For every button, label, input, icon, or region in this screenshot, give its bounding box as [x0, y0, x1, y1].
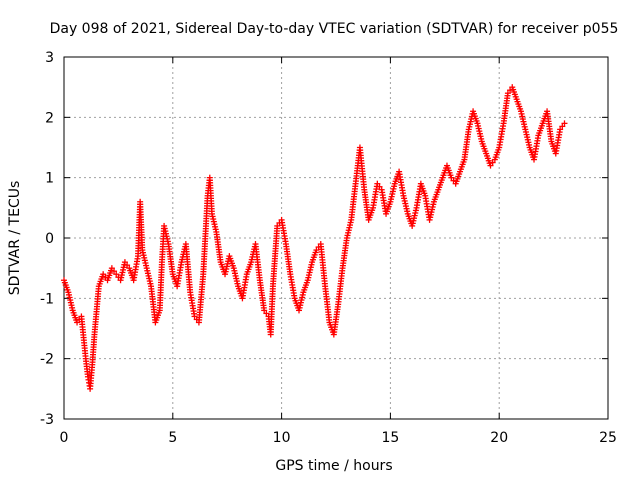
data-point: [108, 265, 115, 272]
data-point: [113, 271, 120, 278]
data-point: [561, 120, 568, 127]
data-point: [557, 126, 564, 133]
x-tick-label: 15: [381, 430, 399, 446]
y-tick-label: -2: [40, 352, 54, 368]
y-tick-labels: -3 -2 -1 0 1 2 3: [40, 50, 54, 428]
data-point: [74, 319, 81, 326]
data-point: [504, 90, 511, 97]
y-axis-label: SDTVAR / TECUs: [7, 181, 23, 296]
y-tick-label: -1: [40, 291, 54, 307]
x-tick-label: 10: [273, 430, 291, 446]
data-point: [100, 271, 107, 278]
data-point: [376, 183, 383, 190]
data-point: [489, 159, 496, 166]
data-marks: [61, 84, 568, 392]
data-point: [487, 162, 494, 169]
data-point: [191, 313, 198, 320]
tick-layer: [63, 56, 609, 420]
data-point: [261, 307, 268, 314]
y-tick-label: -3: [40, 412, 54, 428]
data-point: [559, 123, 566, 130]
data-point: [374, 180, 381, 187]
data-point: [263, 310, 270, 317]
chart-title: Day 098 of 2021, Sidereal Day-to-day VTE…: [50, 21, 619, 37]
y-tick-label: 3: [45, 50, 54, 66]
x-tick-label: 25: [599, 430, 617, 446]
y-tick-label: 0: [45, 231, 54, 247]
data-point: [448, 174, 455, 181]
x-tick-label: 0: [60, 430, 69, 446]
grid-layer: [64, 57, 608, 419]
y-tick-label: 2: [45, 110, 54, 126]
data-point: [111, 268, 118, 275]
data-point: [313, 247, 320, 254]
x-tick-labels: 0 5 10 15 20 25: [60, 430, 617, 446]
data-point: [121, 259, 128, 266]
data-point: [274, 222, 281, 229]
x-tick-label: 5: [168, 430, 177, 446]
x-axis-label: GPS time / hours: [275, 458, 392, 474]
x-tick-label: 20: [490, 430, 508, 446]
data-point: [124, 262, 131, 269]
y-tick-label: 1: [45, 171, 54, 187]
